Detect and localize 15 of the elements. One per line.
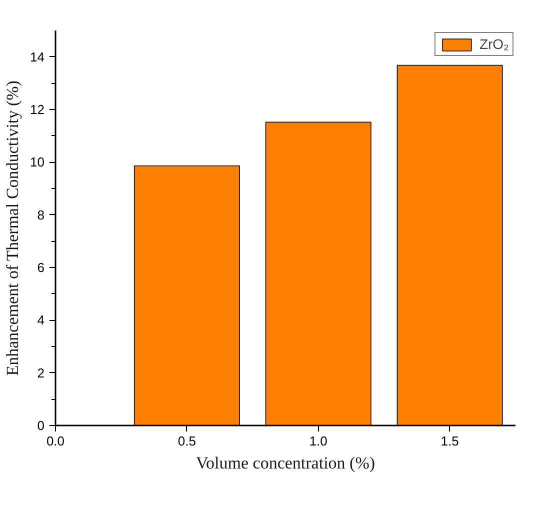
- y-tick-label: 6: [37, 260, 45, 275]
- x-tick-label: 1.5: [440, 434, 459, 448]
- x-tick-label: 0.5: [178, 434, 196, 448]
- y-tick-label: 4: [37, 312, 45, 328]
- y-tick-label: 10: [30, 154, 45, 170]
- y-tick-label: 0: [37, 418, 45, 433]
- legend-label: ZrO₂: [479, 36, 509, 52]
- y-axis-title: Enhancement of Thermal Conductivity (%): [3, 80, 22, 376]
- y-tick-label: 8: [37, 207, 45, 222]
- x-tick-label: 0.0: [46, 434, 65, 448]
- y-tick-label: 2: [37, 365, 45, 380]
- y-tick-label: 14: [30, 49, 45, 64]
- y-tick-label: 12: [30, 102, 45, 117]
- x-tick-label: 1.0: [309, 434, 328, 448]
- x-axis-title: Volume concentration (%): [196, 454, 376, 472]
